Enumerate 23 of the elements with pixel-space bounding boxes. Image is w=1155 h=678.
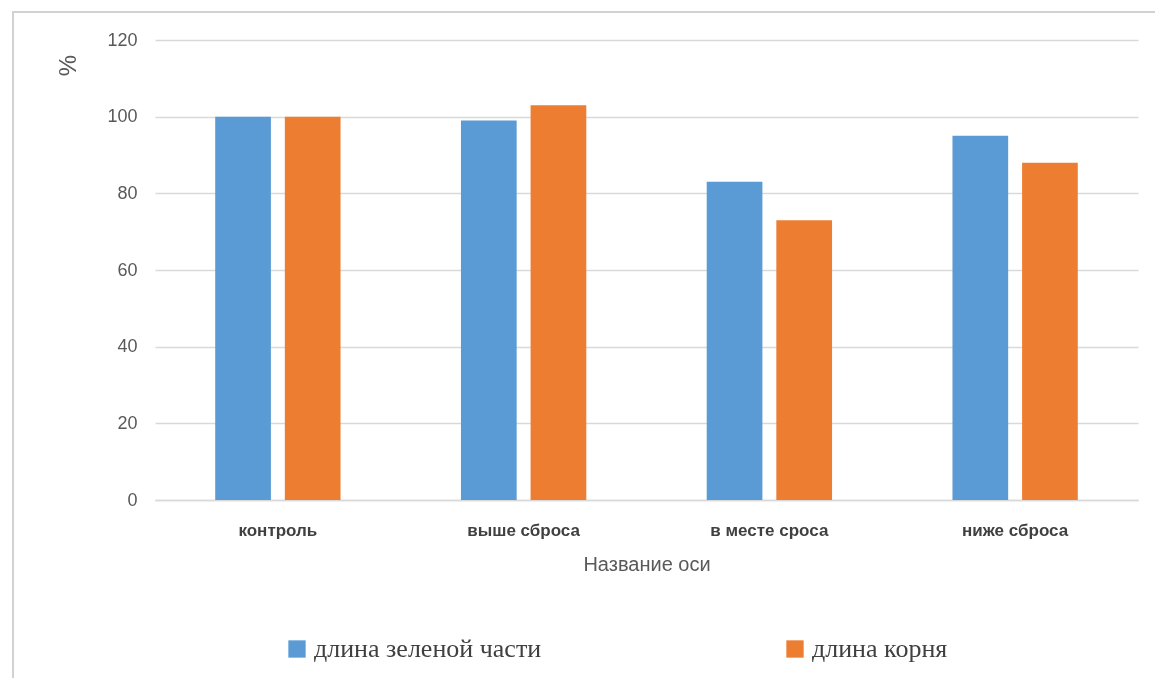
x-tick-label: ниже сброса bbox=[962, 520, 1069, 540]
x-tick-label: выше сброса bbox=[467, 520, 581, 540]
bar bbox=[530, 105, 587, 500]
legend-label: длина зеленой части bbox=[314, 634, 542, 663]
y-tick-label: 60 bbox=[117, 259, 138, 280]
bar bbox=[776, 220, 833, 500]
y-tick-label: 100 bbox=[107, 106, 138, 127]
y-tick-label: 120 bbox=[107, 29, 138, 50]
y-axis-title: % bbox=[53, 54, 81, 77]
y-tick-label: 20 bbox=[117, 412, 138, 433]
y-tick-label: 40 bbox=[117, 336, 138, 357]
bar bbox=[706, 181, 763, 500]
bar bbox=[284, 116, 341, 500]
legend-label: длина корня bbox=[812, 634, 948, 663]
x-axis-title: Название оси bbox=[583, 552, 711, 575]
x-tick-label: в месте сроса bbox=[710, 520, 829, 540]
bar bbox=[215, 116, 271, 500]
y-tick-label: 80 bbox=[117, 182, 138, 203]
bar bbox=[460, 120, 517, 500]
x-tick-label: контроль bbox=[238, 520, 318, 540]
bar bbox=[952, 135, 1009, 500]
y-tick-label: 0 bbox=[127, 489, 138, 510]
bar bbox=[1022, 162, 1078, 500]
